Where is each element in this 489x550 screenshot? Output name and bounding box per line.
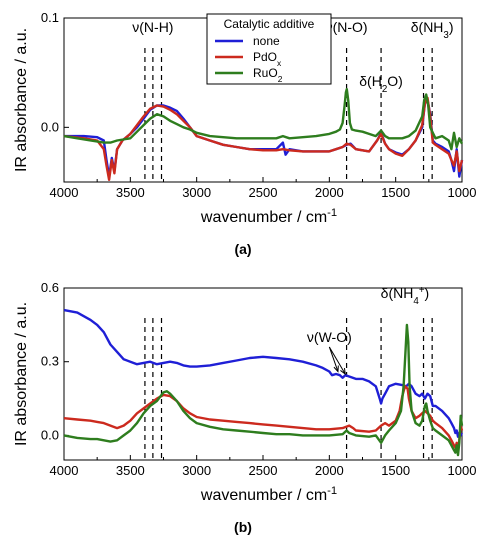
legend-title: Catalytic additive xyxy=(224,17,315,31)
panel-label: (a) xyxy=(234,241,251,257)
panel-label: (b) xyxy=(234,519,252,535)
annotation-arrow xyxy=(328,346,346,375)
x-tick-label: 1000 xyxy=(448,185,477,200)
x-tick-label: 2000 xyxy=(315,463,344,478)
series-line-RuO2 xyxy=(63,87,464,151)
legend-label: RuO2 xyxy=(253,66,283,84)
chart-panel-a: 4000 3500 3000 2500 2000 1500 1000 0.0 0.1 wavenu… xyxy=(13,10,476,257)
legend-label: none xyxy=(253,34,280,48)
series-line-PdOx xyxy=(63,385,464,452)
legend-label: PdOx xyxy=(253,50,282,68)
peak-annotation: δ(NH3) xyxy=(411,19,454,41)
x-tick-label: 4000 xyxy=(50,463,79,478)
y-tick-label: 0.1 xyxy=(41,10,59,25)
x-tick-label: 2500 xyxy=(249,463,278,478)
peak-annotation: ν(N-O) xyxy=(326,19,368,35)
annotation-arrow xyxy=(328,346,339,372)
y-tick-label: 0.3 xyxy=(41,354,59,369)
x-tick-label: 4000 xyxy=(50,185,79,200)
arrow-head xyxy=(333,365,339,373)
x-tick-label: 3000 xyxy=(182,463,211,478)
y-tick-label: 0.0 xyxy=(41,427,59,442)
x-tick-label: 2500 xyxy=(249,185,278,200)
peak-annotation: δ(H2O) xyxy=(359,73,403,95)
series-line-RuO2 xyxy=(63,323,464,457)
x-tick-label: 1500 xyxy=(381,463,410,478)
peak-annotation: ν(W-O) xyxy=(307,329,352,345)
x-axis-title: wavenumber / cm-1 xyxy=(200,485,337,504)
y-axis-title: IR absorbance / a.u. xyxy=(13,302,30,446)
peak-annotation: ν(N-H) xyxy=(132,19,173,35)
x-tick-label: 2000 xyxy=(315,185,344,200)
x-tick-label: 1000 xyxy=(448,463,477,478)
x-axis-title: wavenumber / cm-1 xyxy=(200,207,337,226)
y-tick-label: 0.6 xyxy=(41,280,59,295)
peak-annotation: δ(NH4+) xyxy=(381,284,430,306)
arrow-head xyxy=(340,367,346,376)
x-tick-label: 3000 xyxy=(182,185,211,200)
series-line-none xyxy=(63,308,464,438)
x-tick-label: 1500 xyxy=(381,185,410,200)
x-tick-label: 3500 xyxy=(116,185,145,200)
x-tick-label: 3500 xyxy=(116,463,145,478)
y-tick-label: 0.0 xyxy=(41,119,59,134)
y-axis-title: IR absorbance / a.u. xyxy=(13,28,30,172)
chart-panel-b: 4000 3500 3000 2500 2000 1500 1000 0.0 0.3 0.6 wav… xyxy=(13,280,476,535)
